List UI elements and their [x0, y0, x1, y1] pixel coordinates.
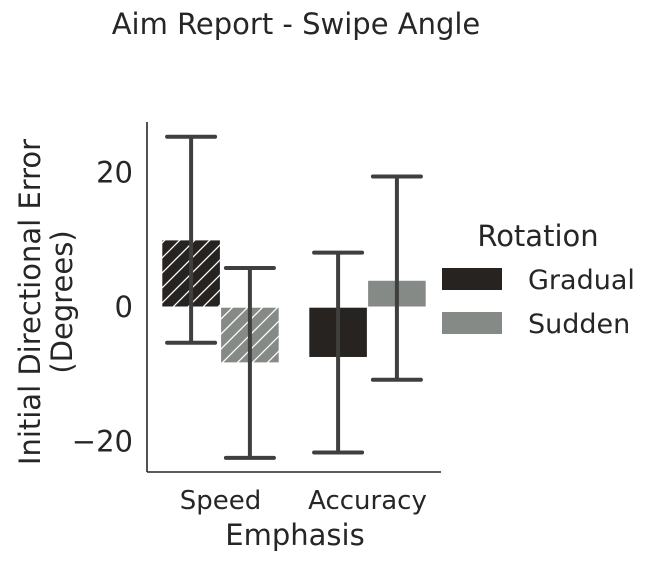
- x-tick-label: Accuracy: [308, 486, 427, 516]
- y-axis-label-line-2: (Degrees): [45, 230, 79, 373]
- plot-area: 20 0 −20 Speed Accuracy: [72, 122, 441, 516]
- y-tick-label: 20: [96, 155, 133, 189]
- y-tick-label: −20: [72, 425, 133, 459]
- legend-label: Gradual: [528, 265, 635, 296]
- legend-label: Sudden: [528, 309, 630, 340]
- y-axis-label-line-1: Initial Directional Error: [13, 139, 47, 465]
- legend-swatch: [442, 268, 502, 290]
- x-axis-label: Emphasis: [225, 518, 364, 552]
- chart-title: Aim Report - Swipe Angle: [112, 7, 481, 41]
- y-axis-label: Initial Directional Error (Degrees): [13, 139, 79, 465]
- legend: Rotation Gradual Sudden: [442, 219, 635, 340]
- x-tick-label: Speed: [180, 486, 262, 516]
- y-tick-label: 0: [115, 290, 133, 324]
- legend-title: Rotation: [477, 219, 598, 253]
- legend-swatch: [442, 312, 502, 334]
